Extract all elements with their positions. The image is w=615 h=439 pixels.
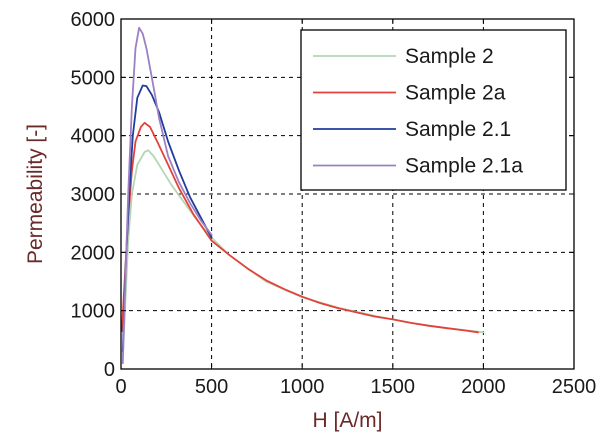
x-tick-label: 2000 — [461, 376, 506, 398]
legend-label: Sample 2.1a — [405, 155, 523, 178]
y-tick-label: 1000 — [71, 301, 116, 323]
tick-labels: 0 500 1000 1500 2000 2500 0 1000 2000 3000 4000 500… — [71, 9, 597, 398]
series-line-3 — [121, 84, 213, 353]
x-tick-label: 0 — [115, 376, 126, 398]
x-tick-label: 1000 — [280, 376, 325, 398]
y-tick-label: 5000 — [71, 67, 116, 89]
y-tick-label: 0 — [104, 359, 115, 381]
y-tick-label: 6000 — [71, 9, 116, 31]
x-tick-label: 2500 — [552, 376, 597, 398]
legend-label: Sample 2a — [405, 82, 506, 105]
series-line-2 — [121, 121, 479, 334]
x-tick-label: 1500 — [371, 376, 416, 398]
legend-label: Sample 2.1 — [405, 118, 511, 141]
series-lines — [121, 26, 485, 365]
y-tick-label: 2000 — [71, 242, 116, 264]
x-tick-label: 500 — [195, 376, 228, 398]
y-axis-label: Permeability [-] — [24, 124, 47, 264]
series-line-4 — [121, 26, 213, 365]
legend-label: Sample 2 — [405, 45, 494, 68]
y-tick-label: 3000 — [71, 184, 116, 206]
legend: Sample 2 Sample 2a Sample 2.1 Sample 2.1a — [300, 29, 567, 191]
y-tick-label: 4000 — [71, 126, 116, 148]
x-axis-label: H [A/m] — [312, 409, 382, 432]
